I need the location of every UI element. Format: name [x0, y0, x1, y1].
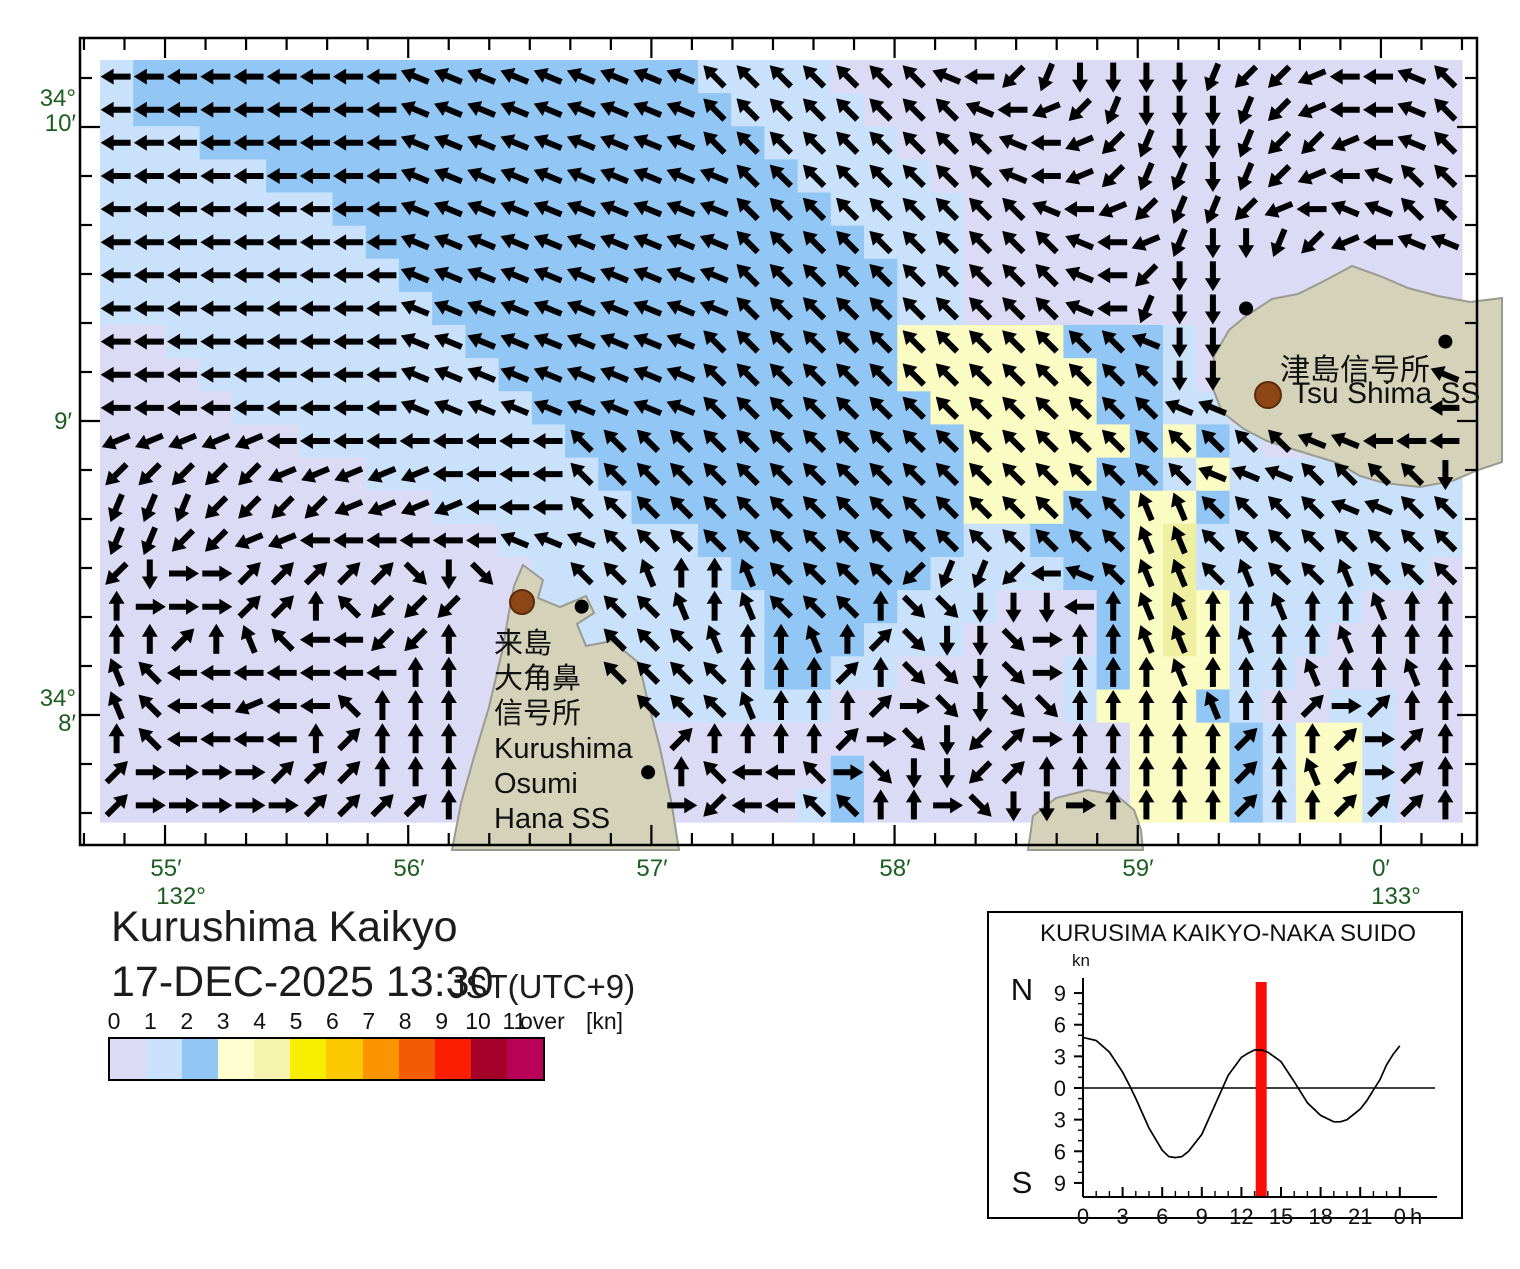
legend-color-swatch [110, 1039, 147, 1079]
svg-text:59′: 59′ [1122, 855, 1154, 882]
map-datetime: 17-DEC-2025 13:30 [111, 958, 494, 1006]
legend-tick-label: 3 [216, 1008, 230, 1034]
svg-text:N: N [1011, 972, 1033, 1007]
signal-station-markers [509, 381, 1282, 615]
legend-color-swatch [434, 1039, 471, 1079]
svg-text:34°: 34° [40, 685, 76, 712]
svg-text:34°: 34° [40, 85, 76, 112]
legend-color-swatch [290, 1039, 327, 1079]
svg-text:S: S [1012, 1165, 1033, 1200]
svg-text:6: 6 [1156, 1204, 1168, 1229]
station-label-tsushima-ja: 津島信号所 [1280, 354, 1430, 387]
svg-text:9: 9 [1054, 981, 1066, 1006]
svg-text:12: 12 [1229, 1204, 1253, 1229]
speed-legend-labels: over [kn] 0 1 2 3 4 5 6 7 8 9 10 11 [108, 1008, 808, 1037]
legend-color-swatch [218, 1039, 255, 1079]
station-label-line: 信号所 [494, 698, 582, 730]
map-frame [78, 36, 1479, 847]
legend-color-swatch [182, 1039, 219, 1079]
legend-tick-label: 5 [289, 1008, 303, 1034]
svg-text:6: 6 [1054, 1139, 1066, 1164]
svg-text:0: 0 [1077, 1204, 1089, 1229]
legend-color-swatch [146, 1039, 183, 1079]
legend-color-swatch [470, 1039, 507, 1079]
svg-text:56′: 56′ [393, 855, 425, 882]
station-label-line: Kurushima [494, 733, 633, 765]
svg-text:18: 18 [1308, 1204, 1332, 1229]
map-title: Kurushima Kaikyo [111, 903, 458, 951]
map-axis-labels: 34°10′9′34°8′55′ 56′ 57′ 58′ 59′ 0′132° 133° [40, 85, 1421, 910]
legend-tick-label: 9 [435, 1008, 448, 1034]
legend-tick-label: 1 [143, 1008, 157, 1034]
current-time-marker [1255, 982, 1267, 1196]
station-label-tsushima-en: Tsu Shima SS [1292, 377, 1481, 410]
svg-text:58′: 58′ [879, 855, 911, 882]
legend-over-label: over [520, 1008, 565, 1034]
svg-text:133°: 133° [1371, 883, 1421, 910]
svg-text:KURUSIMA KAIKYO-NAKA SUIDO: KURUSIMA KAIKYO-NAKA SUIDO [1040, 920, 1416, 947]
svg-text:0: 0 [1054, 1076, 1066, 1101]
svg-text:9: 9 [1054, 1171, 1066, 1196]
legend-unit-label: [kn] [586, 1008, 624, 1034]
svg-text:3: 3 [1116, 1204, 1128, 1229]
svg-text:21: 21 [1348, 1204, 1372, 1229]
legend-tick-label: 6 [325, 1008, 339, 1034]
legend-tick-label: 4 [253, 1008, 266, 1034]
speed-legend-colorbar [108, 1037, 545, 1081]
svg-text:0′: 0′ [1372, 855, 1390, 882]
legend-color-swatch [506, 1039, 543, 1079]
legend-tick-label: 11 [502, 1008, 527, 1034]
station-label-kurushima: 来島 大角鼻 信号所 Kurushima Osumi Hana SS [494, 627, 633, 837]
svg-text:9: 9 [1196, 1204, 1208, 1229]
svg-text:3: 3 [1054, 1044, 1066, 1069]
legend-tick-label: 2 [180, 1008, 194, 1034]
current-vector-arrows [100, 62, 1460, 822]
speed-legend: over [kn] 0 1 2 3 4 5 6 7 8 9 10 11 [108, 1008, 808, 1088]
legend-tick-label: 10 [465, 1008, 491, 1034]
legend-tick-label: 8 [398, 1008, 412, 1034]
legend-color-swatch [326, 1039, 363, 1079]
svg-text:8′: 8′ [58, 710, 76, 737]
station-label-line: Osumi [494, 768, 578, 800]
station-label-line: 来島 [494, 628, 553, 660]
legend-color-swatch [362, 1039, 399, 1079]
svg-text:10′: 10′ [45, 110, 77, 137]
svg-text:h: h [1410, 1204, 1422, 1229]
legend-tick-label: 0 [107, 1008, 121, 1034]
svg-text:57′: 57′ [636, 855, 668, 882]
legend-color-swatch [254, 1039, 291, 1079]
svg-text:kn: kn [1072, 951, 1090, 970]
station-label-line: 大角鼻 [494, 663, 582, 695]
svg-text:6: 6 [1054, 1013, 1066, 1038]
svg-text:15: 15 [1269, 1204, 1293, 1229]
legend-color-swatch [398, 1039, 435, 1079]
svg-text:0: 0 [1394, 1204, 1406, 1229]
tide-curve [1082, 1036, 1401, 1159]
svg-text:9′: 9′ [54, 408, 72, 435]
station-label-line: Hana SS [494, 803, 611, 835]
svg-text:3: 3 [1054, 1108, 1066, 1133]
map-timezone: JST(UTC+9) [449, 968, 636, 1005]
legend-tick-label: 7 [362, 1008, 376, 1034]
svg-text:132°: 132° [156, 883, 206, 910]
svg-text:55′: 55′ [150, 855, 182, 882]
